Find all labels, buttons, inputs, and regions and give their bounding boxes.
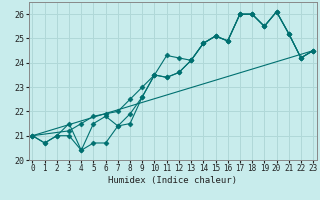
X-axis label: Humidex (Indice chaleur): Humidex (Indice chaleur) [108,176,237,185]
